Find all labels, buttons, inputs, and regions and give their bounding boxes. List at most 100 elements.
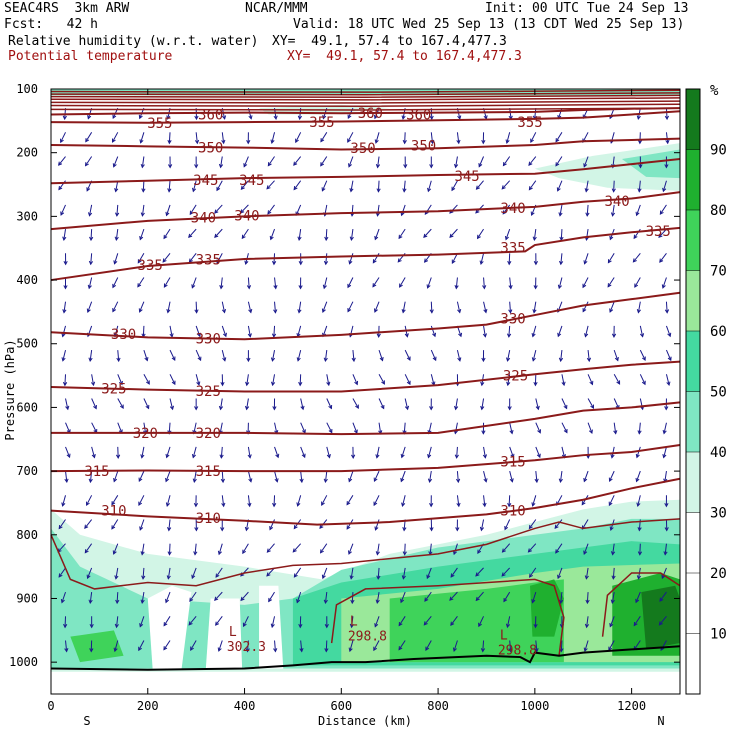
contour-label: 350	[350, 141, 375, 157]
rh-dry-column-3	[259, 585, 284, 669]
wind-vector-head	[399, 283, 403, 288]
wind-vector-shaft	[659, 615, 667, 626]
wind-vector-head	[429, 115, 434, 121]
wind-vector-shaft	[377, 567, 380, 579]
wind-vector-head	[611, 333, 617, 338]
wind-vector-head	[194, 115, 199, 121]
wind-vector-shaft	[192, 180, 197, 192]
wind-vector	[482, 325, 487, 338]
wind-vector-head	[429, 164, 434, 169]
wind-vector-head	[374, 139, 379, 144]
wind-vector-head	[295, 138, 299, 144]
y-tick-label: 1000	[9, 655, 38, 669]
wind-vector	[112, 543, 119, 555]
wind-vector-head	[583, 163, 588, 168]
wind-vector-head	[402, 139, 407, 145]
wind-vector-head	[169, 405, 175, 411]
wind-vector-head	[450, 621, 455, 626]
wind-vector	[270, 132, 276, 144]
wind-vector-shaft	[504, 519, 511, 530]
wind-vector-head	[319, 549, 324, 554]
wind-vector	[274, 470, 279, 483]
contour-label: 355	[309, 115, 334, 131]
wind-vector-head	[658, 233, 663, 238]
wind-vector	[637, 543, 643, 556]
wind-vector-head	[401, 575, 406, 580]
x-tick-label: 200	[137, 699, 159, 713]
wind-vector-head	[664, 309, 670, 314]
wind-vector-shaft	[456, 495, 460, 507]
wind-vector	[293, 567, 302, 578]
wind-vector	[454, 446, 459, 459]
wind-vector-head	[482, 285, 487, 290]
wind-vector-shaft	[221, 471, 224, 483]
wind-vector-shaft	[115, 180, 119, 192]
wind-vector	[297, 229, 302, 242]
field2-xy: XY= 49.1, 57.4 to 167.4,477.3	[287, 49, 522, 64]
wind-vector-shaft	[561, 398, 568, 409]
wind-vector-shaft	[325, 640, 328, 652]
wind-vector	[296, 349, 302, 362]
rh-patch-upper-right-2	[621, 149, 680, 179]
wind-vector-head	[430, 139, 435, 145]
wind-vector-head	[429, 527, 434, 532]
wind-vector-shaft	[503, 591, 511, 602]
wind-vector-shaft	[242, 543, 249, 554]
wind-vector	[86, 567, 93, 580]
wind-vector-head	[271, 333, 277, 338]
wind-vector-shaft	[509, 640, 512, 652]
wind-vector	[478, 616, 485, 628]
wind-vector-head	[664, 164, 669, 169]
wind-vector-shaft	[398, 228, 406, 239]
wind-vector	[583, 253, 589, 265]
wind-vector	[659, 253, 667, 263]
wind-vector	[321, 301, 328, 313]
contour-label: 330	[111, 327, 136, 343]
wind-vector-head	[112, 138, 116, 143]
wind-vector	[63, 277, 68, 290]
wind-vector-head	[293, 161, 298, 166]
wind-vector-shaft	[347, 277, 354, 288]
wind-vector	[111, 519, 119, 530]
wind-vector-head	[171, 356, 176, 361]
wind-vector-head	[163, 646, 168, 651]
wind-vector-shaft	[456, 301, 461, 313]
wind-vector	[117, 398, 124, 409]
contour-label: 315	[84, 464, 109, 480]
x-tick-label: 600	[330, 699, 352, 713]
wind-vector-shaft	[89, 350, 93, 362]
wind-vector-shaft	[661, 567, 667, 579]
wind-vector	[165, 591, 171, 604]
wind-vector	[531, 591, 537, 604]
wind-vector-shaft	[449, 228, 458, 238]
wind-vector	[220, 519, 225, 532]
wind-vector-shaft	[195, 349, 202, 361]
wind-vector-shaft	[430, 374, 435, 386]
wind-vector	[326, 422, 333, 434]
wind-vector-head	[296, 599, 301, 604]
wind-vector	[300, 446, 306, 459]
wind-vector-shaft	[65, 446, 71, 458]
wind-vector	[375, 446, 380, 459]
wind-vector-shaft	[58, 156, 66, 166]
wind-vector	[62, 229, 67, 242]
wind-vector-head	[89, 623, 94, 629]
wind-vector-head	[375, 212, 381, 217]
wind-vector	[423, 615, 432, 626]
wind-vector-shaft	[326, 398, 332, 409]
wind-vector	[352, 374, 359, 386]
wind-vector-head	[246, 139, 251, 145]
low-marker: L	[500, 628, 508, 643]
wind-vector-shaft	[532, 591, 537, 603]
wind-vector	[424, 591, 432, 602]
wind-vector-head	[324, 648, 329, 653]
wind-vector	[194, 132, 200, 145]
wind-vector-head	[589, 380, 594, 386]
wind-vector-head	[163, 234, 168, 240]
wind-vector-head	[296, 502, 301, 507]
wind-vector-head	[328, 404, 333, 410]
wind-vector-head	[664, 406, 669, 411]
wind-vector-shaft	[269, 519, 275, 530]
wind-vector-head	[558, 357, 564, 363]
